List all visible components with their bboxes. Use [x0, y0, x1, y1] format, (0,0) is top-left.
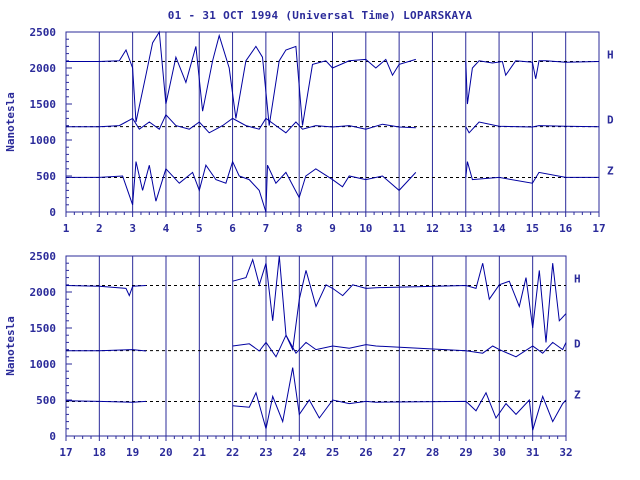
- panel-1-y-tick-label: 1000: [30, 134, 57, 147]
- panel-1-x-tick-label: 5: [196, 222, 203, 235]
- panel-2-x-tick-label: 29: [459, 446, 472, 459]
- panel-1-trace-z: [66, 160, 599, 213]
- panel-2-y-tick-label: 1500: [30, 322, 57, 335]
- panel-2-x-tick-label: 30: [493, 446, 506, 459]
- panel-2-y-tick-label: 500: [36, 394, 56, 407]
- panel-2-y-tick-label: 1000: [30, 358, 57, 371]
- panel-2-x-tick-label: 25: [326, 446, 339, 459]
- panel-1-x-tick-label: 14: [492, 222, 506, 235]
- panel-2-x-tick-label: 26: [359, 446, 373, 459]
- panel-1-y-tick-label: 500: [36, 170, 56, 183]
- panel-1-x-tick-label: 8: [296, 222, 303, 235]
- panel-1-y-axis-label: Nanotesla: [4, 92, 17, 152]
- panel-2-trace-d: [66, 334, 567, 358]
- panel-2-x-tick-label: 20: [159, 446, 172, 459]
- panel-1-y-tick-label: 1500: [30, 98, 57, 111]
- panel-1-x-tick-label: 12: [426, 222, 439, 235]
- panel-1-x-tick-label: 6: [229, 222, 236, 235]
- panel-1-x-tick-label: 4: [163, 222, 170, 235]
- panel-1-x-tick-label: 17: [592, 222, 605, 235]
- panel-2-x-tick-label: 18: [93, 446, 106, 459]
- panel-2-x-tick-label: 21: [193, 446, 207, 459]
- panel-2-series-label-z: Z: [574, 388, 581, 401]
- panel-2-frame: [65, 255, 567, 437]
- chart-title: 01 - 31 OCT 1994 (Universal Time) LOPARS…: [167, 9, 473, 22]
- panel-2-y-tick-label: 2500: [30, 250, 57, 263]
- panel-2-y-axis-label: Nanotesla: [4, 316, 17, 376]
- panel-1-y-tick-label: 0: [49, 206, 56, 219]
- panel-1-y-tick-label: 2000: [30, 62, 57, 75]
- panel-2-x-tick-label: 32: [559, 446, 572, 459]
- panel-1-series-label-h: H: [607, 49, 614, 62]
- panel-1-x-tick-label: 10: [359, 222, 372, 235]
- panel-1-x-tick-label: 15: [526, 222, 539, 235]
- panel-2-trace-z: [65, 367, 567, 431]
- panel-1-x-tick-label: 1: [63, 222, 70, 235]
- panel-1-trace-h: [66, 30, 600, 126]
- panel-1-x-tick-label: 2: [96, 222, 103, 235]
- panel-2-y-tick-label: 0: [49, 430, 56, 443]
- panel-1-x-tick-label: 9: [329, 222, 336, 235]
- panel-2-x-tick-label: 22: [226, 446, 239, 459]
- panel-1-series-label-z: Z: [607, 164, 614, 177]
- panel-1-x-tick-label: 7: [263, 222, 270, 235]
- panel-2-x-tick-label: 19: [126, 446, 139, 459]
- panel-2-x-tick-label: 24: [293, 446, 307, 459]
- panel-2-series-label-h: H: [574, 273, 581, 286]
- panel-2-y-tick-label: 2000: [30, 286, 57, 299]
- panel-1-trace-d: [66, 113, 600, 134]
- panel-1-x-tick-label: 3: [129, 222, 136, 235]
- panel-2-x-tick-label: 17: [59, 446, 72, 459]
- panel-2-trace-h: [65, 255, 567, 352]
- panel-1-series-label-d: D: [607, 114, 614, 127]
- panel-1-x-tick-label: 16: [559, 222, 573, 235]
- panel-2-series-label-d: D: [574, 338, 581, 351]
- panel-2-x-tick-label: 31: [526, 446, 540, 459]
- panel-1-x-tick-label: 13: [459, 222, 472, 235]
- panel-2-x-tick-label: 23: [259, 446, 272, 459]
- panel-2-x-tick-label: 28: [426, 446, 439, 459]
- panel-1-x-tick-label: 11: [393, 222, 407, 235]
- panel-1-y-tick-label: 2500: [30, 26, 57, 39]
- panel-2-x-tick-label: 27: [393, 446, 406, 459]
